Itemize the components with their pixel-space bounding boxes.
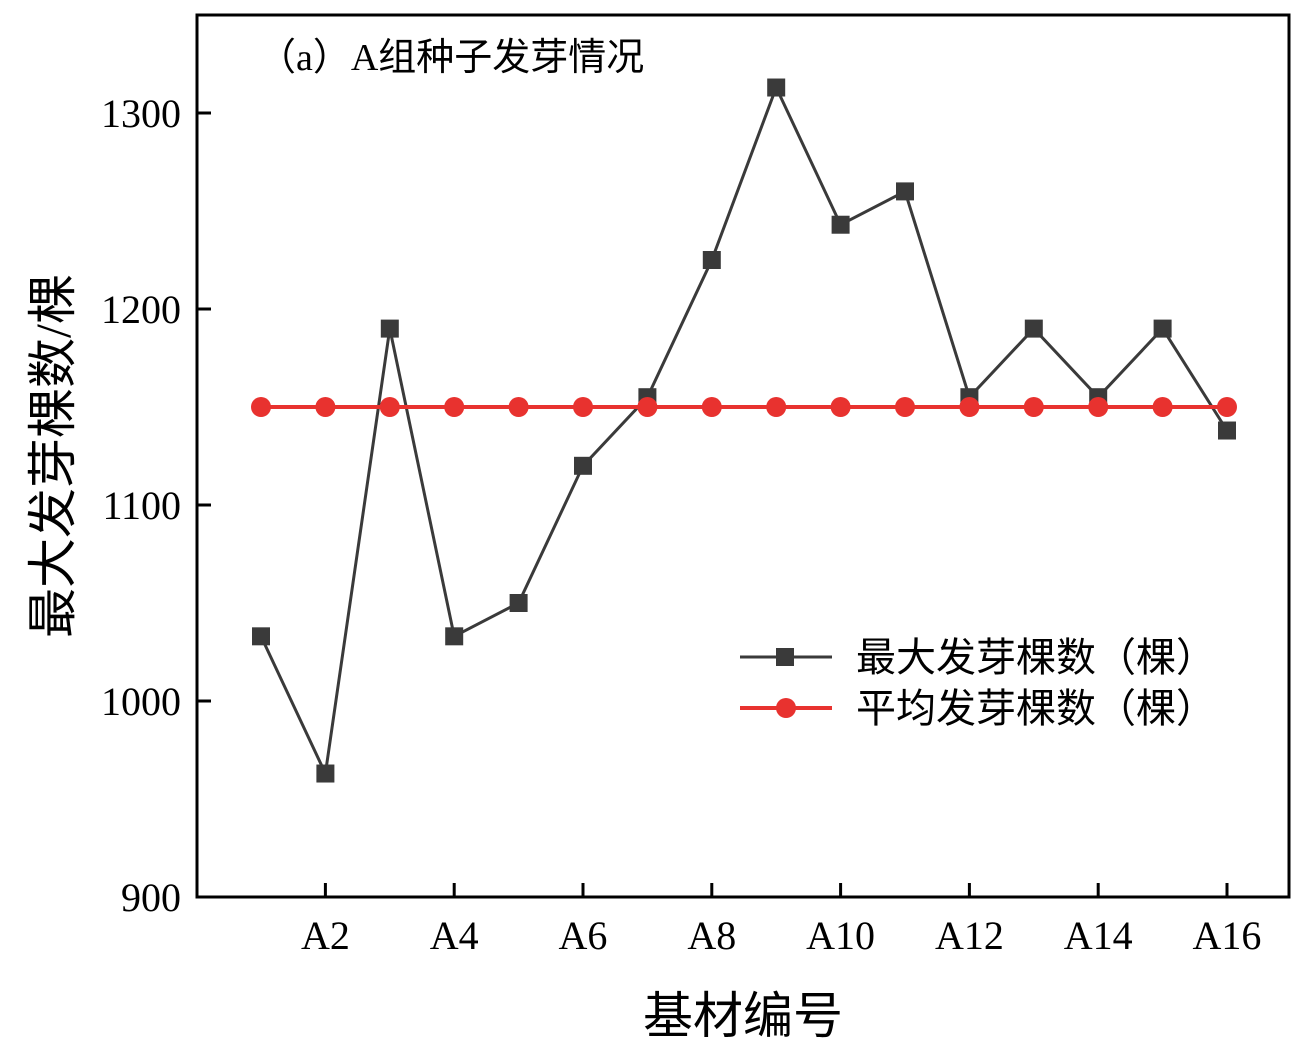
legend: 最大发芽棵数（棵） 平均发芽棵数（棵） — [740, 635, 1216, 731]
legend-label-avg: 平均发芽棵数（棵） — [856, 686, 1216, 731]
x-tick-label: A12 — [935, 913, 1004, 958]
x-tick-label: A10 — [806, 913, 875, 958]
legend-label-max: 最大发芽棵数（棵） — [856, 635, 1216, 680]
data-point-avg — [830, 397, 851, 417]
data-point-avg — [1023, 397, 1044, 417]
data-point-avg — [251, 397, 271, 417]
y-tick-label: 1300 — [101, 91, 181, 136]
x-tick-label: A2 — [301, 913, 350, 958]
data-point-max — [896, 182, 914, 201]
series-layer — [251, 78, 1237, 783]
x-tick-label: A8 — [687, 913, 736, 958]
data-point-max — [445, 627, 464, 646]
y-tick-label: 1200 — [101, 287, 181, 332]
data-point-avg — [959, 397, 980, 417]
y-axis: 900 1000 1100 1200 1300 — [101, 91, 211, 920]
legend-marker-square — [776, 648, 794, 666]
data-point-max — [831, 215, 850, 234]
data-point-max — [702, 251, 721, 269]
y-tick-label: 1100 — [102, 483, 181, 528]
data-point-avg — [379, 397, 400, 417]
x-tick-label: A4 — [430, 913, 479, 958]
data-point-max — [316, 764, 335, 783]
series-line-1 — [259, 83, 1229, 779]
data-point-avg — [701, 397, 722, 417]
x-axis-title: 基材编号 — [643, 988, 843, 1044]
legend-marker-circle — [776, 698, 796, 718]
data-point-max — [1024, 319, 1043, 338]
data-point-avg — [573, 397, 593, 417]
data-point-avg — [1217, 397, 1237, 417]
data-point-avg — [1088, 397, 1109, 417]
data-point-max — [1153, 319, 1172, 338]
data-point-max — [509, 594, 528, 612]
y-tick-label: 900 — [121, 875, 181, 920]
x-tick-label: A6 — [559, 913, 608, 958]
data-point-avg — [895, 397, 915, 417]
data-point-avg — [1152, 397, 1173, 417]
data-point-avg — [766, 397, 787, 417]
data-point-max — [1218, 421, 1236, 440]
panel-title: （a）A组种子发芽情况 — [258, 37, 644, 79]
data-point-avg — [637, 397, 658, 417]
data-point-avg — [508, 397, 529, 417]
x-tick-label: A16 — [1193, 913, 1262, 958]
plot-frame — [195, 13, 1291, 899]
data-point-avg — [444, 397, 465, 417]
data-point-max — [380, 319, 399, 338]
x-axis: A2 A4 A6 A8 A10 A12 A14 A16 — [301, 883, 1261, 958]
x-tick-label: A14 — [1064, 913, 1133, 958]
data-point-max — [574, 456, 592, 475]
data-point-max — [252, 627, 270, 646]
data-point-avg — [315, 397, 336, 417]
y-tick-label: 1000 — [101, 679, 181, 724]
data-point-max — [767, 78, 786, 97]
y-axis-title: 最大发芽棵数/棵 — [25, 274, 81, 638]
